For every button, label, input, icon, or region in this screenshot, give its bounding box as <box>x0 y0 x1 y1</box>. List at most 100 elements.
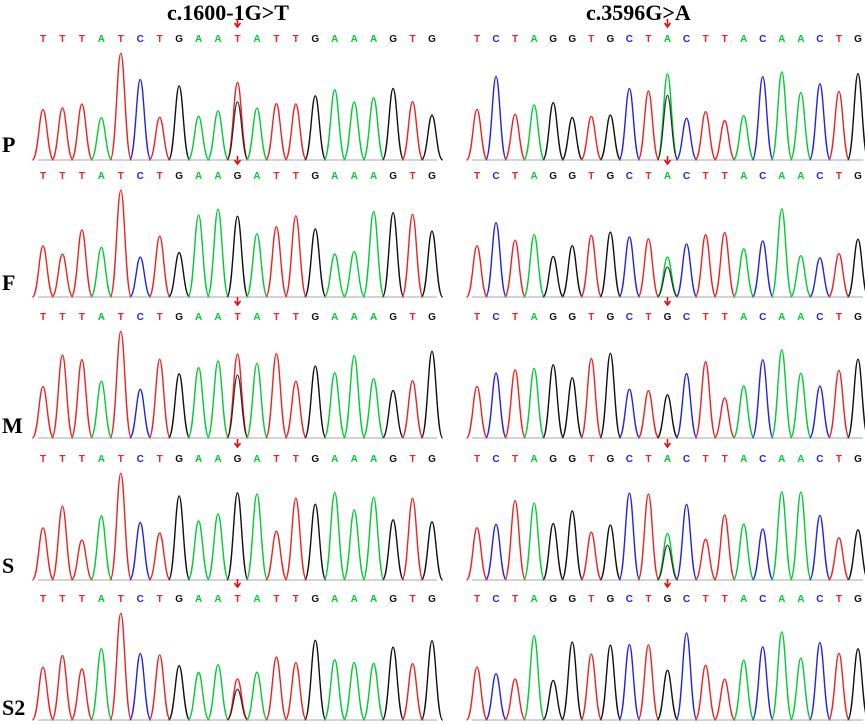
base-call-T: T <box>40 312 46 323</box>
base-call-A: A <box>253 594 260 605</box>
trace-peak-G <box>303 365 327 439</box>
trace-peak-T <box>580 653 603 721</box>
variant-arrow-icon <box>233 297 242 307</box>
trace-peak-C <box>484 523 508 581</box>
trace-peak-C <box>618 236 641 298</box>
trace-peak-A <box>656 256 679 298</box>
base-call-T: T <box>59 34 65 45</box>
base-call-T: T <box>722 454 728 465</box>
trace-peak-A <box>770 491 793 581</box>
left-column-title: c.1600-1G>T <box>167 0 289 25</box>
base-call-A: A <box>214 171 221 182</box>
base-call-G: G <box>311 34 319 45</box>
trace-peak-T <box>51 354 74 439</box>
trace-peak-G <box>303 95 327 161</box>
base-call-T: T <box>645 594 651 605</box>
base-call-T: T <box>474 312 480 323</box>
trace-peak-G <box>167 664 191 721</box>
variant-arrow-icon <box>233 439 242 449</box>
base-call-T: T <box>293 34 299 45</box>
base-call-T: T <box>836 454 842 465</box>
base-call-G: G <box>428 454 436 465</box>
variant-arrow-icon <box>663 19 672 29</box>
trace-peak-A <box>89 647 113 721</box>
base-call-A: A <box>331 594 338 605</box>
trace-peak-C <box>128 388 152 439</box>
base-call-T: T <box>409 171 415 182</box>
base-call-C: C <box>492 171 499 182</box>
row-label-p: P <box>2 132 16 157</box>
base-call-C: C <box>626 454 633 465</box>
trace-peak-T <box>694 664 717 721</box>
trace-peak-G <box>303 228 327 298</box>
base-call-A: A <box>797 171 804 182</box>
base-call-A: A <box>778 454 785 465</box>
trace-peak-G <box>226 215 249 298</box>
base-call-T: T <box>588 312 594 323</box>
trace-peak-G <box>381 212 405 298</box>
base-call-T: T <box>409 594 415 605</box>
trace-secondary-peak <box>656 544 679 581</box>
base-call-G: G <box>549 312 557 323</box>
base-call-T: T <box>836 34 842 45</box>
trace-peak-T <box>109 472 133 581</box>
trace-peak-T <box>827 369 851 439</box>
trace-peak-A <box>245 493 269 581</box>
base-call-A: A <box>195 171 202 182</box>
variant-arrow-icon <box>233 19 242 29</box>
trace-peak-T <box>401 662 424 721</box>
trace-peak-G <box>846 648 865 721</box>
base-call-C: C <box>816 34 823 45</box>
trace-peak-C <box>484 222 508 298</box>
base-call-A: A <box>531 34 538 45</box>
trace-peak-A <box>187 214 210 298</box>
base-call-A: A <box>664 171 671 182</box>
base-call-C: C <box>137 594 144 605</box>
trace-peak-A <box>362 496 386 581</box>
base-call-T: T <box>59 454 65 465</box>
trace-peak-T <box>284 215 308 298</box>
trace-peak-G <box>381 519 405 581</box>
trace-peak-T <box>226 678 249 721</box>
trace-peak-T <box>31 666 55 721</box>
base-call-T: T <box>157 171 163 182</box>
base-call-T: T <box>79 454 85 465</box>
variant-arrow-icon <box>663 156 672 166</box>
base-call-G: G <box>568 454 576 465</box>
trace-peak-G <box>167 373 191 439</box>
base-call-A: A <box>351 594 358 605</box>
base-call-A: A <box>214 34 221 45</box>
base-call-T: T <box>273 312 279 323</box>
trace-peak-A <box>206 513 230 581</box>
trace-peak-T <box>580 234 603 298</box>
trace-peak-A <box>245 233 269 298</box>
base-call-T: T <box>588 454 594 465</box>
base-call-T: T <box>512 454 518 465</box>
base-call-T: T <box>118 34 124 45</box>
base-call-G: G <box>549 34 557 45</box>
trace-peak-T <box>827 652 851 721</box>
base-call-A: A <box>331 34 338 45</box>
base-call-G: G <box>389 454 397 465</box>
base-call-T: T <box>722 171 728 182</box>
trace-peak-A <box>323 659 347 721</box>
base-call-G: G <box>428 312 436 323</box>
trace-peak-G <box>542 522 565 581</box>
trace-peak-T <box>713 514 736 581</box>
trace-peak-T <box>265 103 288 161</box>
base-call-T: T <box>157 34 163 45</box>
trace-peak-T <box>503 500 527 581</box>
trace-peak-A <box>522 635 546 721</box>
base-call-T: T <box>234 312 240 323</box>
trace-peak-A <box>732 523 755 581</box>
base-call-A: A <box>797 312 804 323</box>
base-call-T: T <box>836 171 842 182</box>
trace-peak-T <box>148 235 172 298</box>
trace-peak-C <box>675 372 698 439</box>
trace-peak-T <box>284 380 308 439</box>
base-call-T: T <box>234 594 240 605</box>
base-call-T: T <box>409 312 415 323</box>
trace-peak-A <box>206 360 230 439</box>
trace-peak-A <box>206 110 230 161</box>
base-call-G: G <box>854 454 862 465</box>
